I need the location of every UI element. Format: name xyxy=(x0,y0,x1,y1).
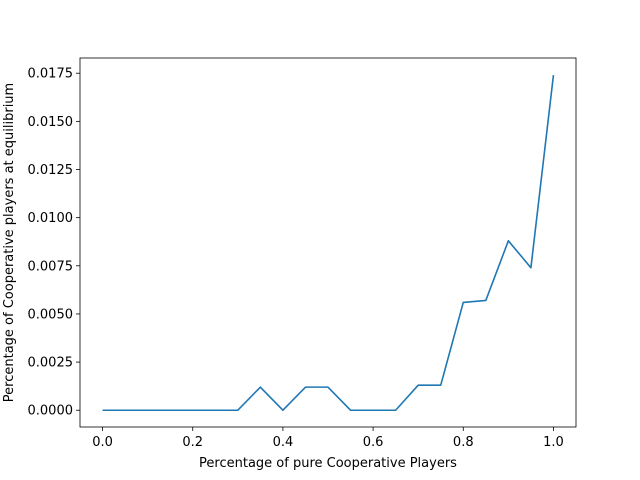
ticks-layer: 0.0 0.2 0.4 0.6 0.8 1.0 0.0000 0.0025 0.0050 0.00… xyxy=(28,67,564,450)
y-tick-label: 0.0100 xyxy=(28,211,74,226)
y-tick-label: 0.0150 xyxy=(28,115,74,130)
y-tick-label: 0.0125 xyxy=(28,163,74,178)
x-tick-label: 0.4 xyxy=(273,435,294,450)
x-tick-label: 0.8 xyxy=(453,435,474,450)
x-tick-label: 0.2 xyxy=(182,435,203,450)
x-tick-label: 1.0 xyxy=(543,435,564,450)
x-axis-label: Percentage of pure Cooperative Players xyxy=(199,456,457,471)
y-tick-label: 0.0175 xyxy=(28,67,74,82)
series-line xyxy=(102,75,555,412)
x-tick-label: 0.0 xyxy=(92,435,113,450)
axes-frame xyxy=(79,57,577,428)
y-tick-label: 0.0025 xyxy=(28,356,74,371)
y-tick-label: 0.0075 xyxy=(28,259,74,274)
y-tick-label: 0.0000 xyxy=(28,404,74,419)
y-tick-label: 0.0050 xyxy=(28,307,74,322)
plot-layer xyxy=(102,75,555,412)
x-tick-label: 0.6 xyxy=(363,435,384,450)
y-axis-label: Percentage of Cooperative players at equ… xyxy=(2,83,17,402)
